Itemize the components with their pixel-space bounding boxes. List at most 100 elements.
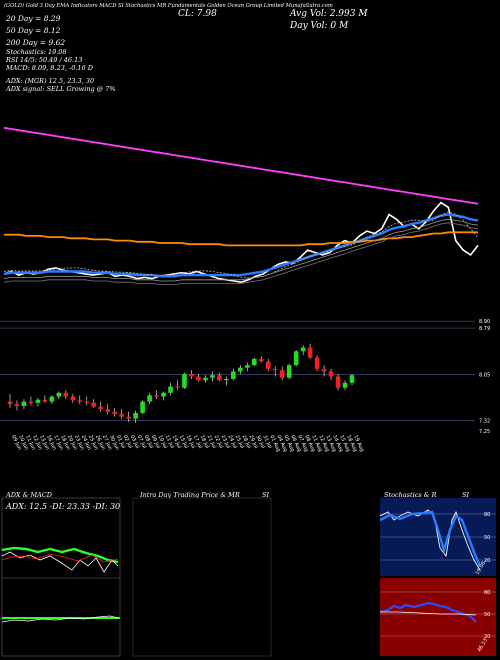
date-tick-label: 24 Jul <box>227 434 238 449</box>
day-vol-label: Day Vol: 0 M <box>290 21 349 31</box>
candle-body <box>349 375 355 383</box>
rsi-line <box>379 601 477 623</box>
stoch-tick-label: 20 <box>484 558 490 564</box>
date-tick-label: 16 Jul <box>185 434 196 449</box>
price-tick-label: 8.90 <box>479 319 490 325</box>
rsi-panel-bg <box>380 578 496 656</box>
candle-body <box>307 347 313 358</box>
candle-body <box>21 401 27 406</box>
rsi-tick-label: 50 <box>484 612 490 618</box>
ema-series-line <box>3 126 479 205</box>
si-panel-title: SI <box>262 491 270 499</box>
candle-body <box>140 401 145 413</box>
candle-body <box>77 400 83 402</box>
chart-header-title: (GOLD) Gold 3 Day EMA Indicators MACD SI… <box>4 3 333 9</box>
candle-body <box>7 401 13 405</box>
candle-body <box>224 378 229 381</box>
candle-body <box>14 404 20 406</box>
stochastics-label: Stochastics: 19.08 <box>6 48 67 56</box>
date-tick-label: 28 Jul <box>241 434 252 449</box>
candle-body <box>231 371 236 379</box>
date-tick-label: 17 Jul <box>192 434 203 449</box>
stoch-panel-bg <box>380 498 496 576</box>
price-tick-label: 7.25 <box>479 429 490 435</box>
stoch-signal-line <box>379 510 482 567</box>
stoch-last-value: 19.08 <box>475 561 487 576</box>
secondary-ma-line <box>3 218 479 282</box>
price-tick-label: 8.05 <box>479 373 490 379</box>
date-tick-label: 18 Jul <box>199 434 210 449</box>
date-tick-label: 29 Jul <box>247 434 258 449</box>
candle-body <box>91 402 97 407</box>
candle-body <box>189 373 194 377</box>
ema-series-line <box>3 213 479 278</box>
candle-body <box>300 347 306 352</box>
date-tick-label: 09 Jul <box>150 434 161 449</box>
date-tick-label: 30 Jul <box>254 434 265 449</box>
candle-body <box>112 411 117 415</box>
close-label: CL: 7.98 <box>178 9 217 19</box>
di-minus-line <box>1 553 119 563</box>
candle-body <box>293 351 299 366</box>
candle-body <box>342 382 348 388</box>
ema50-label: 50 Day = 8.12 <box>6 26 61 35</box>
candle-body <box>49 396 55 402</box>
candle-body <box>133 412 138 419</box>
price-tick-label: 7.32 <box>479 418 490 424</box>
tertiary-ma-line <box>3 222 479 286</box>
stoch-tick-label: 50 <box>484 535 490 541</box>
date-tick-label: 31 Jul <box>261 434 272 449</box>
price-tick-label: 8.79 <box>479 326 490 332</box>
rsi-tick-label: 80 <box>484 590 490 596</box>
signal-line <box>3 211 479 279</box>
macd-label: MACD: 8.09, 8.23, -0.16 D <box>6 64 93 72</box>
candle-body <box>321 368 327 372</box>
ema20-label: 20 Day = 8.29 <box>6 14 61 23</box>
rsi-signal-line <box>380 611 477 616</box>
adx-panel-frame <box>1 497 121 657</box>
candle-body <box>70 396 76 401</box>
ema200-label: 200 Day = 9.62 <box>6 38 66 47</box>
candle-body <box>335 376 341 388</box>
di-plus-line <box>1 551 119 573</box>
candle-body <box>203 377 208 381</box>
candle-body <box>98 406 104 410</box>
adx-panel-values: ADX: 12.5 -DI: 23.33 -DI: 30 <box>5 502 120 511</box>
candle-body <box>314 357 320 369</box>
date-tick-label: 10 Jul <box>157 434 168 449</box>
candle-body <box>119 414 124 417</box>
date-tick-label: 25 Jul <box>234 434 245 449</box>
ema-series-line <box>4 231 478 247</box>
candle-body <box>196 376 201 381</box>
candle-body <box>154 395 159 397</box>
candle-body <box>42 399 48 402</box>
candle-body <box>35 399 41 403</box>
mr-panel-title: Intra Day Trading Price & MR <box>140 491 240 499</box>
candle-body <box>217 375 222 381</box>
candle-body <box>279 370 285 378</box>
candle-body <box>147 395 152 402</box>
candle-body <box>265 361 271 369</box>
candle-body <box>245 365 250 368</box>
date-tick-label: 07 Jul <box>136 434 147 449</box>
date-tick-label: 23 Jul <box>220 434 231 449</box>
ema-series-line <box>3 201 479 284</box>
candle-body <box>258 358 264 362</box>
date-tick-label: 15 Jul <box>178 434 189 449</box>
candle-body <box>126 416 131 419</box>
stochastics-line <box>379 509 481 571</box>
stoch-tick-label: 80 <box>484 512 490 518</box>
candle-body <box>272 368 278 371</box>
adx-line2: ADX signal: SELL Growing @ 7% <box>6 85 116 93</box>
candle-body <box>168 386 173 393</box>
stoch-panel-title: Stochastics & R <box>384 491 437 499</box>
rsi-label: RSI 14/5: 50.49 / 46.13 <box>6 56 83 64</box>
candle-body <box>238 367 243 372</box>
macd-signal-line <box>1 615 119 623</box>
date-tick-label: 01 Jul <box>115 434 126 449</box>
candle-body <box>84 401 90 403</box>
mr-panel-frame <box>132 497 272 657</box>
rsi-tick-label: 20 <box>484 634 490 640</box>
candle-body <box>63 392 69 397</box>
adx-line <box>1 546 119 564</box>
